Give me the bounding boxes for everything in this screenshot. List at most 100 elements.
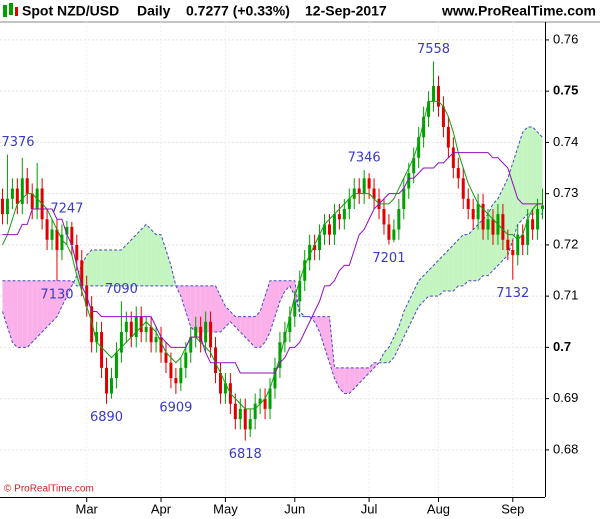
cloud-fill [235, 316, 241, 333]
y-tick-label: 0.73 [553, 185, 578, 200]
candle-body [214, 347, 218, 373]
candle-body [159, 337, 163, 353]
cloud-fill [52, 280, 57, 322]
candle-body [397, 209, 401, 230]
candle-body [417, 137, 421, 158]
candle-body [412, 157, 416, 174]
cloud-fill [180, 285, 186, 312]
cloud-fill [438, 255, 444, 297]
low-label: 6890 [90, 410, 123, 425]
high-label: 7346 [348, 151, 381, 166]
header-icon [3, 3, 18, 17]
candle-body [288, 316, 292, 333]
x-tick-label: Mar [76, 501, 99, 516]
candle-body [169, 362, 173, 379]
candle-body [427, 101, 431, 117]
cloud-fill [126, 239, 132, 286]
high-label: 7376 [1, 135, 34, 150]
cloud-fill [121, 244, 127, 286]
cloud-fill [339, 367, 345, 394]
candle-body [402, 188, 406, 210]
cloud-fill [324, 316, 330, 363]
candle-body [70, 226, 74, 245]
candle-body [5, 198, 9, 215]
cloud-fill [27, 280, 33, 348]
span-a-line [2, 126, 543, 394]
candle-body [10, 188, 14, 199]
cloud-fill [116, 250, 122, 286]
candle-body [174, 378, 178, 384]
low-label: 7201 [372, 251, 405, 266]
candle-body [95, 332, 99, 343]
cloud-fill [537, 132, 543, 215]
cloud-fill [91, 250, 97, 286]
candle-body [30, 193, 34, 210]
y-tick-label: 0.7 [553, 339, 571, 354]
candle-body [298, 280, 302, 302]
candle-body [387, 224, 391, 240]
candle-body [253, 403, 257, 420]
candle-body [60, 234, 64, 251]
candle-body [303, 260, 307, 281]
candle-body [451, 147, 455, 169]
candle-body [531, 219, 535, 230]
candle-body [258, 398, 262, 404]
cloud-fill [403, 301, 409, 338]
low-label: 6909 [159, 401, 192, 416]
cloud-fill [527, 127, 533, 215]
cloud-fill [86, 250, 92, 286]
cloud-fill [111, 250, 117, 286]
cloud-fill [7, 280, 13, 343]
candle-body [80, 260, 84, 286]
cloud-fill [354, 367, 360, 389]
cloud-fill [398, 311, 404, 348]
candle-body [313, 244, 317, 251]
candle-body [506, 239, 510, 251]
cloud-fill [96, 250, 102, 286]
cloud-fill [532, 127, 538, 215]
cloud-fill [156, 234, 162, 286]
cloud-fill [478, 219, 484, 281]
cloud-fill [205, 285, 211, 333]
cloud-fill [56, 280, 62, 317]
candle-body [293, 301, 297, 317]
candle-body [114, 352, 118, 379]
cloud-fill [468, 229, 474, 281]
candle-body [194, 326, 198, 338]
cloud-fill [240, 316, 246, 338]
candle-body [432, 86, 436, 102]
cloud-fill [279, 280, 285, 302]
candle-body [243, 408, 247, 430]
cloud-fill [334, 367, 340, 389]
cloud-fill [448, 244, 454, 292]
candle-body [15, 188, 19, 204]
x-tick-label: Jul [361, 501, 378, 516]
cloud-fill [165, 250, 171, 286]
cloud-fill [512, 147, 518, 240]
cloud-fill [453, 239, 459, 292]
candle-body [75, 244, 79, 261]
candle-body [134, 316, 138, 338]
indicator-line [2, 152, 543, 374]
candle-body [516, 234, 520, 256]
cloud-fill [507, 162, 513, 256]
y-tick-label: 0.69 [553, 390, 578, 405]
cloud-fill [314, 316, 320, 333]
candle-body [154, 337, 158, 343]
cloud-fill [2, 280, 8, 327]
indicator-line [2, 100, 543, 410]
y-tick-label: 0.75 [553, 83, 578, 98]
cloud-fill [12, 280, 18, 348]
cloud-fill [265, 280, 271, 343]
cloud-fill [32, 280, 38, 343]
candle-body [521, 234, 525, 245]
cloud-fill [344, 367, 350, 394]
high-label: 7558 [417, 42, 450, 57]
candle-body [481, 203, 485, 230]
candle-body [50, 229, 54, 240]
cloud-fill [413, 280, 419, 317]
cloud-fill [215, 285, 221, 333]
cloud-fill [492, 198, 498, 271]
candle-body [90, 306, 94, 343]
